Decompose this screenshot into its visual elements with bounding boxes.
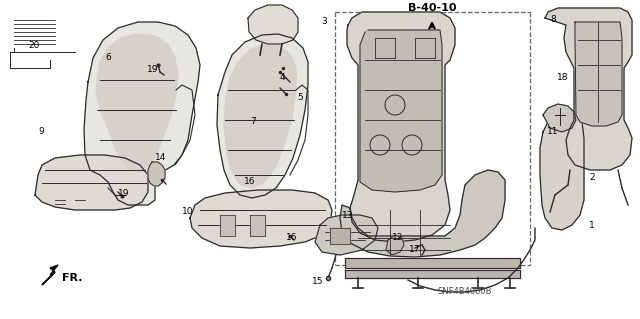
Polygon shape — [345, 270, 520, 278]
Text: FR.: FR. — [61, 273, 83, 283]
Polygon shape — [96, 34, 178, 172]
Polygon shape — [190, 190, 332, 248]
Text: 4: 4 — [279, 72, 285, 81]
Text: 16: 16 — [244, 177, 256, 187]
Polygon shape — [347, 12, 455, 242]
Polygon shape — [345, 258, 520, 268]
Text: 2: 2 — [589, 174, 595, 182]
Polygon shape — [42, 265, 58, 285]
Text: 17: 17 — [409, 246, 420, 255]
Text: 11: 11 — [547, 128, 559, 137]
Text: 7: 7 — [250, 117, 256, 127]
Text: 3: 3 — [321, 18, 327, 26]
Polygon shape — [148, 162, 165, 186]
Polygon shape — [250, 215, 265, 236]
Text: 20: 20 — [28, 41, 40, 49]
Polygon shape — [217, 34, 308, 198]
Polygon shape — [386, 235, 404, 255]
Text: 6: 6 — [105, 54, 111, 63]
Text: SNF4B4000B: SNF4B4000B — [438, 287, 492, 296]
Polygon shape — [315, 215, 378, 255]
Polygon shape — [575, 22, 622, 126]
Text: 13: 13 — [342, 211, 354, 219]
Text: 8: 8 — [550, 16, 556, 25]
Polygon shape — [84, 22, 200, 205]
Text: 19: 19 — [118, 189, 130, 198]
Polygon shape — [248, 5, 298, 44]
Polygon shape — [340, 170, 505, 257]
Polygon shape — [224, 44, 296, 188]
Polygon shape — [545, 8, 632, 170]
Polygon shape — [543, 104, 576, 132]
Text: 18: 18 — [557, 72, 569, 81]
Text: 15: 15 — [312, 278, 324, 286]
Text: B-40-10: B-40-10 — [408, 3, 456, 13]
Text: 5: 5 — [297, 93, 303, 101]
Text: 10: 10 — [182, 207, 194, 217]
Text: 16: 16 — [286, 234, 298, 242]
Polygon shape — [330, 228, 350, 244]
Polygon shape — [35, 155, 148, 210]
Text: 14: 14 — [156, 152, 166, 161]
Text: 12: 12 — [392, 234, 404, 242]
Polygon shape — [360, 30, 442, 192]
Text: 19: 19 — [147, 64, 159, 73]
Text: 1: 1 — [589, 220, 595, 229]
Polygon shape — [540, 112, 584, 230]
Polygon shape — [220, 215, 235, 236]
Text: 9: 9 — [38, 128, 44, 137]
